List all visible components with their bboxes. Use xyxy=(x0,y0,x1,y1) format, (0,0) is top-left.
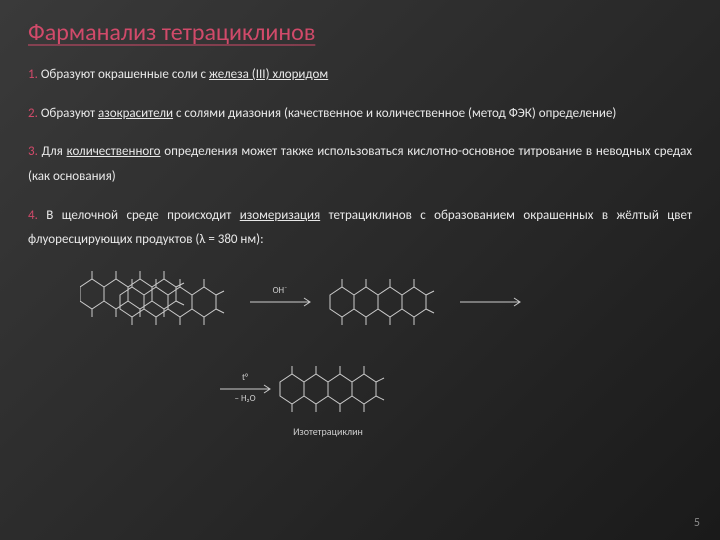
page-number: 5 xyxy=(694,516,700,530)
item-text-underlined: железа (III) хлоридом xyxy=(209,67,328,82)
item-text-underlined: азокрасители xyxy=(98,106,173,121)
condition-label-bottom: – H₂O xyxy=(234,393,255,404)
item-number: 4. xyxy=(28,208,38,223)
list-item-3: 3. Для количественного определения может… xyxy=(28,140,692,189)
item-number: 2. xyxy=(28,106,38,121)
item-text-pre: Образуют xyxy=(38,106,98,121)
list-item-4: 4. В щелочной среде происходит изомериза… xyxy=(28,204,692,253)
item-text-pre: В щелочной среде происходит xyxy=(38,208,240,223)
item-text-underlined: количественного xyxy=(67,144,161,159)
product-label: Изотетрациклин xyxy=(293,425,363,438)
item-number: 3. xyxy=(28,144,38,159)
item-text-post: с солями диазония (качественное и количе… xyxy=(173,106,616,121)
item-text-pre: Образуют окрашенные соли с xyxy=(38,67,209,82)
condition-label-top: t° xyxy=(242,372,248,383)
list-item-1: 1. Образуют окрашенные соли с железа (II… xyxy=(28,63,692,88)
item-number: 1. xyxy=(28,67,38,82)
item-text-underlined: изомеризация xyxy=(240,208,320,223)
chemical-scheme: OH⁻ t° – H₂O Изотетрациклин xyxy=(28,267,692,442)
slide-title: Фарманализ тетрациклинов xyxy=(28,18,692,47)
list-item-2: 2. Образуют азокрасители с солями диазон… xyxy=(28,102,692,127)
reagent-label: OH⁻ xyxy=(273,285,288,296)
item-text-pre: Для xyxy=(38,144,67,159)
